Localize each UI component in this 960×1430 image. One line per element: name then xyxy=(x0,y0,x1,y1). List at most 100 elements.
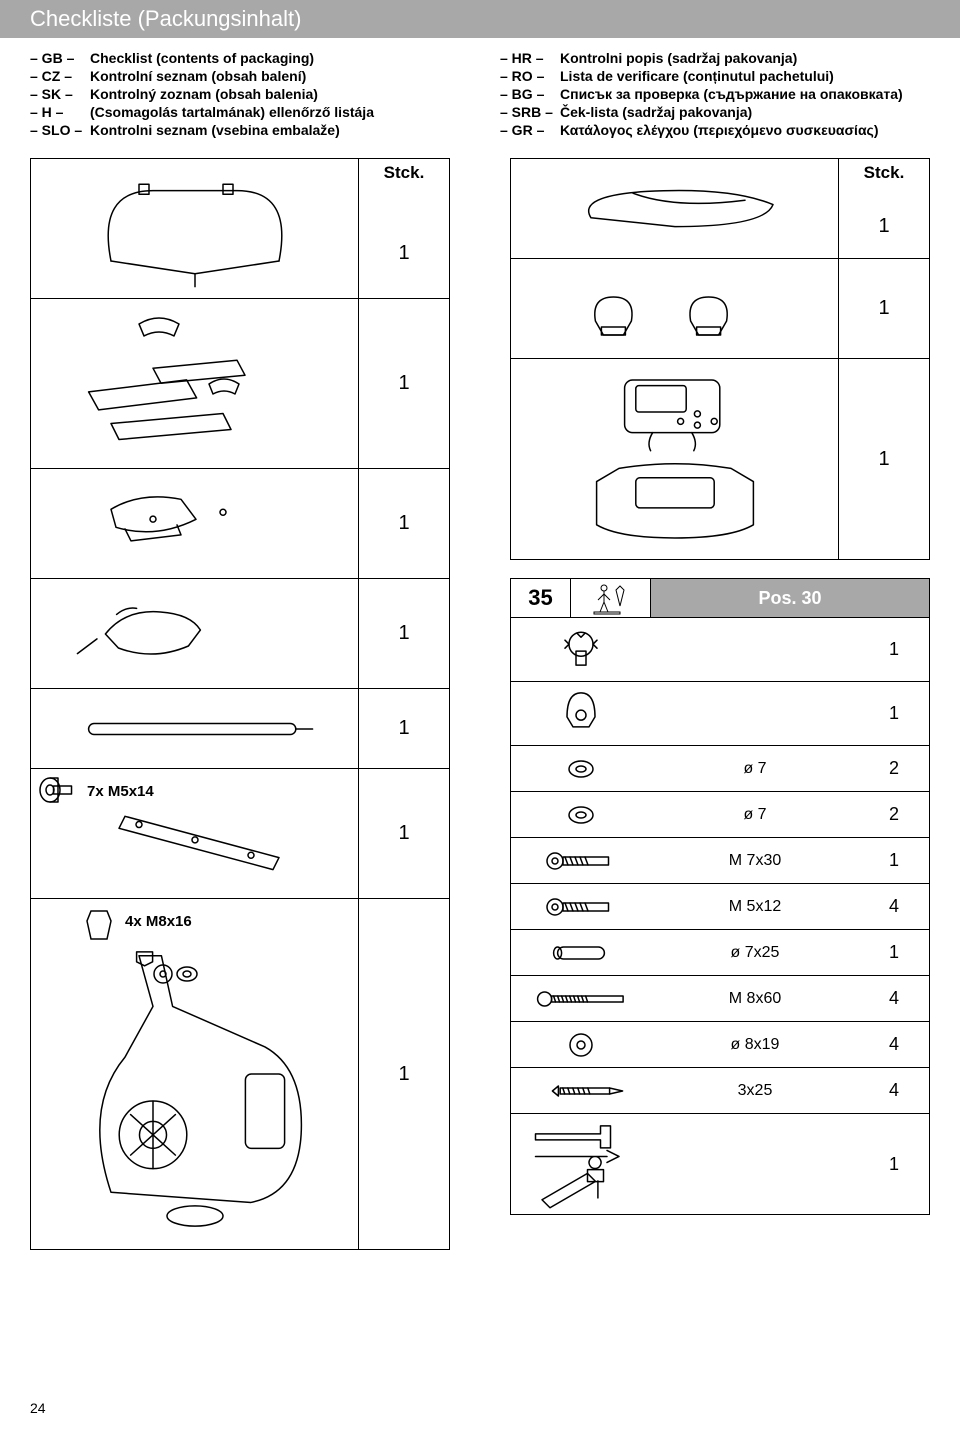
part-quantity: Stck.1 xyxy=(359,159,449,298)
language-text: Kontrolni seznam (vsebina embalaže) xyxy=(90,122,460,138)
hardware-spec: M 5x12 xyxy=(651,884,859,929)
parts-row: 1 xyxy=(31,299,449,469)
language-code: – BG – xyxy=(500,86,560,102)
parts-table-left: Stck.1 1 1 1 1 7x M5x141 xyxy=(30,158,450,1250)
stck-header: Stck. xyxy=(384,163,425,183)
parts-row: 1 xyxy=(31,579,449,689)
hardware-spec: ø 7 xyxy=(651,746,859,791)
parts-row: 1 xyxy=(31,469,449,579)
hardware-icon xyxy=(511,792,651,837)
language-row: – SLO –Kontrolni seznam (vsebina embalaž… xyxy=(30,122,460,138)
hardware-row: ø 72 xyxy=(511,792,929,838)
hardware-row: 1 xyxy=(511,618,929,682)
hardware-icon xyxy=(511,1068,651,1113)
hardware-icon xyxy=(511,1022,651,1067)
hardware-spec xyxy=(651,682,859,745)
parts-row: 1 xyxy=(511,359,929,559)
pos-label: Pos. 30 xyxy=(651,579,929,617)
language-text: Ček-lista (sadržaj pakovanja) xyxy=(560,104,930,120)
page-title: Checkliste (Packungsinhalt) xyxy=(0,0,960,38)
parts-row: 1 xyxy=(31,689,449,769)
part-illustration xyxy=(31,579,359,688)
hardware-qty: 4 xyxy=(859,976,929,1021)
hardware-spec: ø 7 xyxy=(651,792,859,837)
language-code: – SK – xyxy=(30,86,90,102)
hardware-icon xyxy=(511,1114,651,1214)
hardware-qty: 1 xyxy=(859,1114,929,1214)
hardware-qty: 1 xyxy=(859,682,929,745)
parts-row: Stck.1 xyxy=(31,159,449,299)
hardware-qty: 4 xyxy=(859,1068,929,1113)
part-illustration xyxy=(511,359,839,559)
language-code: – SRB – xyxy=(500,104,560,120)
part-illustration xyxy=(511,159,839,258)
language-text: Kontrolní seznam (obsah balení) xyxy=(90,68,460,84)
hardware-icon xyxy=(511,884,651,929)
language-row: – GR –Κατάλογος ελέγχου (περιεχόμενο συσ… xyxy=(500,122,930,138)
hardware-icon xyxy=(511,976,651,1021)
part-quantity: 1 xyxy=(839,359,929,559)
hardware-row: 1 xyxy=(511,682,929,746)
hardware-qty: 1 xyxy=(859,618,929,681)
part-illustration xyxy=(511,259,839,358)
language-code: – GR – xyxy=(500,122,560,138)
part-quantity: 1 xyxy=(359,899,449,1249)
part-illustration xyxy=(31,689,359,768)
hardware-row: ø 72 xyxy=(511,746,929,792)
hardware-icon xyxy=(511,618,651,681)
language-row: – SK –Kontrolný zoznam (obsah balenia) xyxy=(30,86,460,102)
hardware-row: ø 8x194 xyxy=(511,1022,929,1068)
language-code: – CZ – xyxy=(30,68,90,84)
language-code: – RO – xyxy=(500,68,560,84)
hardware-icon xyxy=(511,930,651,975)
language-row: – H –(Csomagolás tartalmának) ellenőrző … xyxy=(30,104,460,120)
hardware-table: 11ø 72ø 72 M 7x301 M 5x124ø 7x251 M 8x60… xyxy=(510,617,930,1215)
part-quantity: 1 xyxy=(359,769,449,898)
hardware-icon xyxy=(511,838,651,883)
hardware-qty: 4 xyxy=(859,884,929,929)
language-text: Kontrolni popis (sadržaj pakovanja) xyxy=(560,50,930,66)
hardware-row: M 8x604 xyxy=(511,976,929,1022)
hardware-row: 3x254 xyxy=(511,1068,929,1114)
hardware-spec xyxy=(651,618,859,681)
language-text: Списък за проверка (съдържание на опаков… xyxy=(560,86,930,102)
parts-row: 7x M5x14 1 xyxy=(31,769,449,899)
language-code: – GB – xyxy=(30,50,90,66)
language-row: – RO –Lista de verificare (conținutul pa… xyxy=(500,68,930,84)
page-number: 24 xyxy=(30,1400,46,1416)
hardware-spec xyxy=(651,1114,859,1214)
part-illustration xyxy=(31,159,359,298)
language-text: Checklist (contents of packaging) xyxy=(90,50,460,66)
parts-row: Stck.1 xyxy=(511,159,929,259)
hardware-spec: 3x25 xyxy=(651,1068,859,1113)
language-code: – SLO – xyxy=(30,122,90,138)
assembly-icon xyxy=(571,579,651,617)
hardware-row: M 7x301 xyxy=(511,838,929,884)
hardware-spec: M 8x60 xyxy=(651,976,859,1021)
language-text: (Csomagolás tartalmának) ellenőrző listá… xyxy=(90,104,460,120)
part-sublabel: 7x M5x14 xyxy=(87,783,154,800)
part-illustration: 7x M5x14 xyxy=(31,769,359,898)
stck-header: Stck. xyxy=(864,163,905,183)
parts-row: 1 xyxy=(511,259,929,359)
part-sublabel: 4x M8x16 xyxy=(125,913,192,930)
hardware-icon xyxy=(511,746,651,791)
language-text: Kontrolný zoznam (obsah balenia) xyxy=(90,86,460,102)
hardware-qty: 4 xyxy=(859,1022,929,1067)
hardware-icon xyxy=(511,682,651,745)
language-row: – SRB –Ček-lista (sadržaj pakovanja) xyxy=(500,104,930,120)
language-row: – GB –Checklist (contents of packaging) xyxy=(30,50,460,66)
part-quantity: 1 xyxy=(359,689,449,768)
language-code: – HR – xyxy=(500,50,560,66)
hardware-spec: ø 7x25 xyxy=(651,930,859,975)
language-text: Κατάλογος ελέγχου (περιεχόμενο συσκευασί… xyxy=(560,122,930,138)
hardware-header: 35 Pos. 30 xyxy=(510,578,930,617)
part-quantity: 1 xyxy=(359,579,449,688)
hardware-qty: 1 xyxy=(859,838,929,883)
parts-table-right: Stck.1 1 1 xyxy=(510,158,930,560)
part-quantity: 1 xyxy=(839,259,929,358)
language-row: – CZ –Kontrolní seznam (obsah balení) xyxy=(30,68,460,84)
hardware-spec: M 7x30 xyxy=(651,838,859,883)
language-row: – HR –Kontrolni popis (sadržaj pakovanja… xyxy=(500,50,930,66)
language-code: – H – xyxy=(30,104,90,120)
